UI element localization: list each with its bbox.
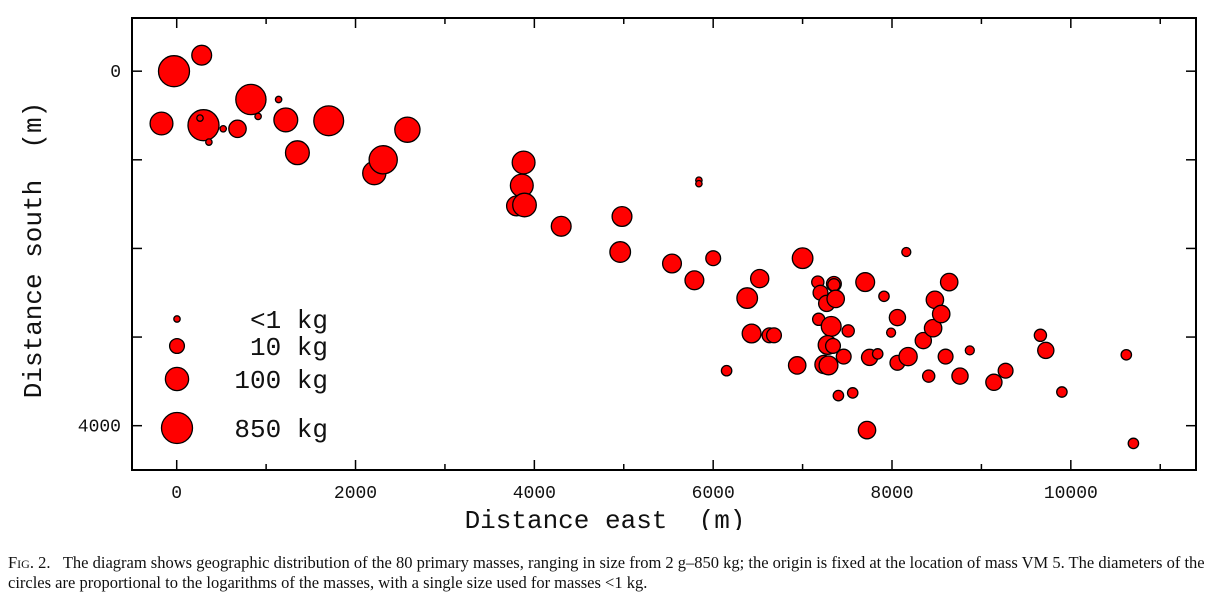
mass-point	[313, 105, 345, 137]
legend-label: 100 kg	[234, 366, 328, 396]
mass-point	[964, 345, 975, 356]
mass-point	[187, 109, 220, 142]
mass-point	[695, 179, 703, 188]
mass-point	[791, 247, 814, 270]
y-tick-label: 4000	[78, 418, 121, 438]
mass-point	[818, 355, 839, 376]
mass-point	[885, 327, 897, 338]
mass-point	[846, 387, 859, 399]
mass-point	[368, 145, 398, 175]
mass-point	[841, 324, 855, 338]
legend-marker	[164, 366, 190, 392]
mass-point	[749, 268, 770, 289]
mass-point	[736, 287, 759, 310]
mass-point	[871, 348, 884, 360]
mass-point	[235, 83, 267, 116]
mass-point	[511, 150, 536, 175]
mass-point	[1056, 386, 1068, 398]
x-tick-label: 4000	[513, 484, 556, 504]
mass-point	[254, 112, 262, 121]
mass-point	[611, 205, 633, 228]
mass-point	[273, 107, 299, 133]
mass-point	[196, 114, 204, 122]
mass-point	[1127, 437, 1140, 450]
mass-point	[274, 95, 283, 104]
data-points	[149, 44, 1140, 450]
mass-point	[921, 369, 936, 383]
legend-marker	[160, 411, 194, 445]
figure-caption: Fig. 2. The diagram shows geographic dis…	[8, 553, 1214, 593]
mass-point	[827, 278, 841, 292]
mass-point	[855, 272, 876, 293]
mass-point	[205, 138, 213, 146]
x-axis-label: Distance east (m)	[465, 506, 746, 530]
mass-point	[985, 373, 1003, 392]
mass-point	[824, 337, 842, 354]
legend-label: 850 kg	[234, 415, 328, 445]
mass-point	[1037, 341, 1055, 360]
mass-point	[720, 364, 733, 377]
figure-label: Fig. 2.	[8, 553, 51, 572]
legend-marker	[168, 337, 186, 355]
mass-point	[219, 124, 228, 133]
mass-point	[157, 55, 191, 88]
legend-label: 10 kg	[250, 333, 328, 363]
plot-frame	[131, 17, 1197, 471]
mass-point	[1033, 328, 1048, 343]
mass-point	[997, 362, 1014, 379]
x-tick-label: 2000	[334, 484, 377, 504]
legend-marker	[173, 315, 181, 323]
mass-point	[832, 389, 845, 402]
mass-point	[888, 308, 907, 327]
mass-point	[684, 270, 705, 291]
mass-point	[826, 289, 846, 309]
mass-point	[923, 318, 943, 338]
y-tick-label: 0	[110, 63, 121, 83]
y-axis-label: Distance south (m)	[19, 102, 49, 398]
mass-point	[228, 119, 247, 139]
mass-point	[914, 331, 933, 350]
caption-text: The diagram shows geographic distributio…	[8, 553, 1205, 592]
x-tick-label: 0	[171, 484, 182, 504]
mass-point	[1120, 348, 1133, 361]
mass-point	[284, 140, 310, 166]
mass-point	[898, 346, 918, 367]
mass-point	[394, 116, 421, 143]
axis-ticks	[132, 18, 1196, 470]
mass-point	[937, 348, 954, 365]
mass-point	[901, 246, 912, 258]
legend-label: <1 kg	[250, 306, 328, 336]
mass-point	[512, 192, 537, 218]
mass-point	[787, 356, 807, 375]
mass-point	[765, 327, 783, 344]
mass-point	[939, 272, 959, 292]
mass-point	[820, 315, 842, 337]
mass-point	[741, 323, 762, 344]
mass-point	[550, 215, 572, 237]
mass-point	[149, 111, 174, 136]
mass-point	[857, 420, 877, 440]
x-tick-label: 10000	[1044, 484, 1098, 504]
mass-point	[705, 250, 722, 267]
x-tick-label: 8000	[870, 484, 913, 504]
mass-point	[835, 348, 852, 365]
mass-point	[931, 304, 951, 324]
mass-point	[661, 253, 683, 274]
tick-labels: 0 2000 4000 6000 8000 10000 0 4000	[78, 63, 1098, 504]
mass-point	[951, 367, 969, 385]
mass-point	[878, 290, 890, 303]
x-tick-label: 6000	[692, 484, 735, 504]
mass-point	[191, 44, 213, 66]
mass-point	[609, 241, 632, 263]
